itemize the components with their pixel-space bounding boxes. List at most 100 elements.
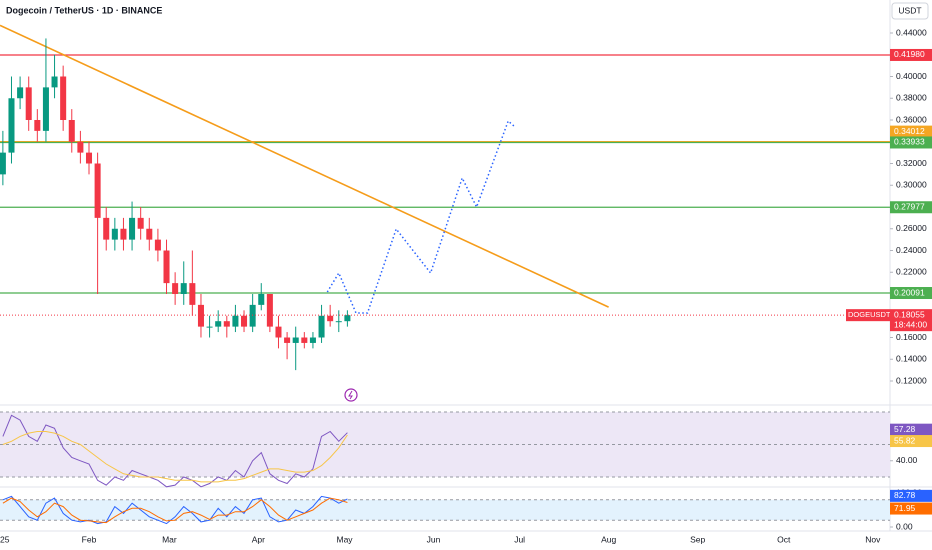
level-label: 0.27977 bbox=[894, 202, 925, 212]
y-tick-label: 0.24000 bbox=[896, 245, 927, 255]
value-label-box bbox=[890, 423, 932, 436]
x-tick-label: Aug bbox=[601, 534, 616, 544]
symbol-label: DOGEUSDT bbox=[848, 310, 891, 319]
y-tick-label: 0.44000 bbox=[896, 27, 927, 37]
candle-body bbox=[103, 217, 110, 240]
x-tick-label: Nov bbox=[865, 534, 881, 544]
candle-body bbox=[146, 228, 153, 240]
candle-body bbox=[180, 283, 187, 294]
chart-title: Dogecoin / TetherUS · 1D · BINANCE bbox=[6, 5, 162, 15]
candle-body bbox=[172, 283, 179, 294]
countdown-label: 18:44:00 bbox=[894, 319, 927, 329]
currency-label[interactable]: USDT bbox=[898, 5, 921, 15]
value-label-box bbox=[890, 435, 932, 448]
candle-body bbox=[154, 239, 161, 251]
x-tick-label: Oct bbox=[777, 534, 791, 544]
y-tick-label: 40.00 bbox=[896, 455, 918, 465]
candle-body bbox=[137, 217, 144, 229]
value-label-box bbox=[890, 502, 932, 515]
y-tick-label: 0.32000 bbox=[896, 158, 927, 168]
level-label: 0.20091 bbox=[894, 287, 925, 297]
level-label-box bbox=[890, 287, 932, 300]
candle-body bbox=[292, 337, 299, 343]
level-label: 0.34012 bbox=[894, 126, 925, 136]
candle-body bbox=[94, 163, 101, 218]
value-label: 55.82 bbox=[894, 435, 916, 445]
value-label: 71.95 bbox=[894, 503, 916, 513]
candle-body bbox=[232, 315, 239, 327]
candle-body bbox=[68, 120, 75, 142]
candle-body bbox=[241, 315, 248, 327]
candle-body bbox=[327, 315, 334, 322]
candle-body bbox=[0, 152, 6, 175]
y-tick-label: 0.00 bbox=[896, 521, 913, 531]
candle-body bbox=[25, 87, 32, 120]
y-tick-label: 0.40000 bbox=[896, 71, 927, 81]
y-tick-label: 0.26000 bbox=[896, 223, 927, 233]
candle-body bbox=[309, 337, 316, 343]
candle-body bbox=[275, 326, 282, 338]
currency-button[interactable] bbox=[891, 2, 929, 20]
indicator-line bbox=[2, 414, 348, 488]
candle-body bbox=[129, 217, 136, 240]
level-label-box bbox=[890, 201, 932, 214]
candle-body bbox=[206, 326, 213, 328]
value-label-box bbox=[890, 489, 932, 502]
candle-body bbox=[77, 141, 84, 153]
candle-body bbox=[42, 87, 49, 131]
candle-body bbox=[189, 283, 196, 305]
x-tick-label: Apr bbox=[252, 534, 265, 544]
y-tick-label: 0.22000 bbox=[896, 267, 927, 277]
indicator-line bbox=[2, 495, 348, 525]
candle-body bbox=[51, 76, 58, 88]
band-fill bbox=[0, 499, 890, 521]
x-tick-label: Jun bbox=[427, 534, 441, 544]
candle-body bbox=[258, 294, 265, 305]
level-label-box bbox=[890, 125, 932, 138]
candle-body bbox=[215, 321, 222, 327]
last-price-label: 0.18055 bbox=[894, 309, 925, 319]
candle-body bbox=[120, 228, 127, 240]
candle-body bbox=[284, 337, 291, 343]
candle-body bbox=[266, 294, 273, 327]
x-tick-label: Jul bbox=[514, 534, 525, 544]
y-tick-label: 0.36000 bbox=[896, 114, 927, 124]
indicator-line bbox=[2, 431, 348, 483]
x-tick-label: Mar bbox=[162, 534, 177, 544]
candle-body bbox=[197, 304, 204, 327]
y-tick-label: 0.16000 bbox=[896, 332, 927, 342]
candle-body bbox=[344, 315, 351, 322]
level-label: 0.33933 bbox=[894, 137, 925, 147]
candle-body bbox=[60, 76, 67, 120]
x-tick-label: May bbox=[336, 534, 353, 544]
trendline bbox=[0, 24, 609, 308]
candle-body bbox=[17, 87, 24, 99]
value-label: 82.78 bbox=[894, 490, 916, 500]
candle-body bbox=[335, 321, 342, 323]
y-tick-label: 0.14000 bbox=[896, 354, 927, 364]
candle-body bbox=[34, 120, 41, 131]
level-label: 0.41980 bbox=[894, 49, 925, 59]
y-tick-label: 0.38000 bbox=[896, 93, 927, 103]
candle-body bbox=[318, 315, 325, 338]
event-icon[interactable] bbox=[344, 388, 358, 402]
value-label: 57.28 bbox=[894, 424, 916, 434]
candle-body bbox=[223, 321, 230, 327]
candle-body bbox=[111, 228, 118, 240]
indicator-line bbox=[2, 497, 348, 524]
projection-path bbox=[326, 119, 515, 314]
last-price-box bbox=[890, 309, 932, 332]
event-bolt[interactable] bbox=[348, 390, 353, 400]
candle-body bbox=[8, 98, 15, 153]
x-tick-label: Sep bbox=[690, 534, 705, 544]
candle-body bbox=[85, 152, 93, 164]
y-tick-label: 0.30000 bbox=[896, 180, 927, 190]
level-label-box bbox=[890, 136, 932, 149]
event-circle[interactable] bbox=[344, 388, 358, 402]
candle-body bbox=[163, 250, 170, 284]
candle-body bbox=[249, 304, 256, 327]
y-tick-label: 0.12000 bbox=[896, 375, 927, 385]
candle-body bbox=[301, 337, 308, 343]
symbol-box bbox=[846, 309, 890, 322]
